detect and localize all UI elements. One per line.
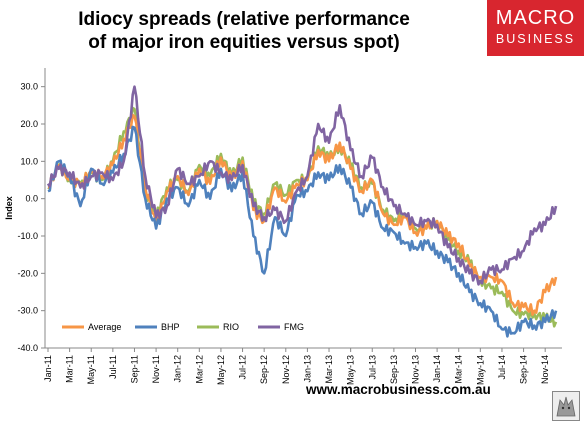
series-line-average [47, 113, 558, 316]
x-tick-label: Sep-11 [129, 355, 139, 383]
x-tick-label: May-13 [346, 355, 356, 385]
x-tick-label: Jul-11 [108, 355, 118, 379]
x-tick-label: Sep-14 [519, 355, 529, 384]
x-tick-label: Jul-13 [367, 355, 377, 380]
y-tick-label: 30.0 [20, 82, 38, 92]
x-tick-label: Sep-13 [389, 355, 399, 384]
chart-title: Idiocy spreads (relative performance of … [34, 8, 454, 54]
legend-label-bhp: BHP [161, 322, 180, 332]
x-tick-label: Sep-12 [259, 355, 269, 384]
series-line-fmg [46, 85, 558, 286]
footer-url: www.macrobusiness.com.au [306, 382, 491, 397]
x-tick-label: Mar-11 [65, 355, 75, 383]
y-tick-label: 20.0 [20, 119, 38, 129]
y-tick-label: -30.0 [17, 306, 38, 316]
x-tick-label: Jan-11 [43, 355, 53, 382]
legend-label-rio: RIO [223, 322, 239, 332]
logo-line2: BUSINESS [495, 32, 576, 46]
y-tick-label: 10.0 [20, 156, 38, 166]
y-axis-title: Index [4, 196, 14, 220]
chart-series-lines [46, 85, 558, 338]
x-tick-label: May-14 [475, 355, 485, 385]
series-line-bhp [47, 125, 558, 338]
x-tick-label: May-12 [216, 355, 226, 385]
chart-title-line1: Idiocy spreads (relative performance [78, 9, 410, 30]
legend-label-average: Average [88, 322, 121, 332]
macrobusiness-logo: MACRO BUSINESS [487, 0, 584, 56]
x-tick-label: Nov-14 [540, 355, 550, 384]
x-tick-label: Jan-12 [173, 355, 183, 383]
logo-line1: MACRO [495, 7, 576, 29]
y-tick-label: -40.0 [17, 343, 38, 353]
x-tick-label: Jan-13 [302, 355, 312, 383]
x-tick-label: Nov-13 [410, 355, 420, 384]
x-tick-label: May-11 [86, 355, 96, 384]
x-tick-label: Nov-12 [281, 355, 291, 384]
legend-label-fmg: FMG [284, 322, 304, 332]
x-tick-label: Jan-14 [432, 355, 442, 383]
x-tick-label: Nov-11 [151, 355, 161, 383]
y-tick-label: 0.0 [25, 194, 38, 204]
y-tick-label: -20.0 [17, 268, 38, 278]
x-tick-label: Mar-14 [454, 355, 464, 384]
x-tick-label: Mar-13 [324, 355, 334, 384]
x-tick-label: Jul-12 [238, 355, 248, 380]
chart-title-line2: of major iron equities versus spot) [88, 32, 400, 53]
x-tick-label: Mar-12 [194, 355, 204, 384]
chart-legend: Average BHP RIO FMG [62, 322, 304, 332]
y-tick-label: -10.0 [17, 231, 38, 241]
wolf-logo-icon [552, 391, 580, 421]
x-tick-label: Jul-14 [497, 355, 507, 380]
chart-axes: 30.0 20.0 10.0 0.0 -10.0 -20.0 -30.0 -40.0 Index… [4, 68, 562, 385]
